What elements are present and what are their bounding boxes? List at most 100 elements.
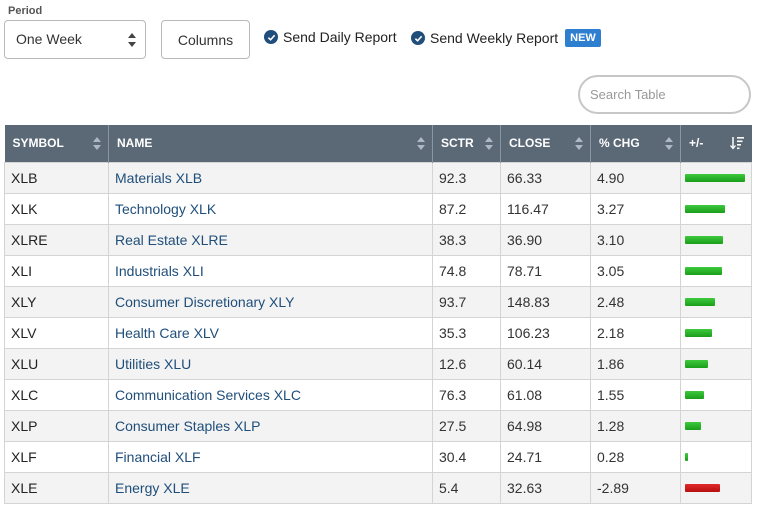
col-header-pct-chg[interactable]: % CHG: [590, 125, 681, 162]
symbol-cell: XLY: [4, 285, 109, 318]
sector-link[interactable]: Communication Services XLC: [115, 386, 301, 403]
change-bar-cell: [680, 192, 752, 225]
sector-link[interactable]: Consumer Discretionary XLY: [115, 293, 295, 310]
table-row[interactable]: XLC Communication Services XLC 76.3 61.08 1.…: [4, 378, 752, 411]
sctr-cell: 35.3: [432, 316, 501, 349]
columns-button[interactable]: Columns: [161, 20, 250, 59]
sort-arrows-icon: [93, 137, 101, 150]
pct-chg-cell: 2.18: [590, 316, 681, 349]
sector-link[interactable]: Real Estate XLRE: [115, 231, 228, 248]
sector-link[interactable]: Energy XLE: [115, 479, 190, 496]
table-row[interactable]: XLRE Real Estate XLRE 38.3 36.90 3.10: [4, 223, 752, 256]
table-row[interactable]: XLI Industrials XLI 74.8 78.71 3.05: [4, 254, 752, 287]
close-cell: 64.98: [500, 409, 591, 442]
sctr-cell: 30.4: [432, 440, 501, 473]
table-row[interactable]: XLU Utilities XLU 12.6 60.14 1.86: [4, 347, 752, 380]
send-daily-report-toggle[interactable]: Send Daily Report: [264, 29, 397, 45]
table-row[interactable]: XLF Financial XLF 30.4 24.71 0.28: [4, 440, 752, 473]
sector-link[interactable]: Financial XLF: [115, 448, 201, 465]
table-row[interactable]: XLP Consumer Staples XLP 27.5 64.98 1.28: [4, 409, 752, 442]
sort-descending-icon: [729, 137, 744, 150]
close-cell: 24.71: [500, 440, 591, 473]
new-badge: NEW: [565, 29, 601, 47]
name-cell: Energy XLE: [108, 471, 433, 504]
sector-link[interactable]: Materials XLB: [115, 169, 203, 186]
table-row[interactable]: XLV Health Care XLV 35.3 106.23 2.18: [4, 316, 752, 349]
change-bar-cell: [680, 254, 752, 287]
period-select[interactable]: One Week: [4, 20, 146, 59]
table-row[interactable]: XLE Energy XLE 5.4 32.63 -2.89: [4, 471, 752, 504]
positive-change-bar: [685, 297, 715, 306]
change-bar-cell: [680, 378, 752, 411]
table-row[interactable]: XLB Materials XLB 92.3 66.33 4.90: [4, 161, 752, 194]
controls-bar: Period One Week Columns Send Daily Repor…: [0, 0, 757, 120]
sector-link[interactable]: Consumer Staples XLP: [115, 417, 261, 434]
period-label: Period: [8, 5, 43, 17]
select-caret-icon: [128, 33, 136, 47]
sctr-cell: 87.2: [432, 192, 501, 225]
name-cell: Financial XLF: [108, 440, 433, 473]
change-bar-cell: [680, 316, 752, 349]
sctr-cell: 74.8: [432, 254, 501, 287]
positive-change-bar: [685, 266, 722, 275]
change-bar-cell: [680, 285, 752, 318]
period-value: One Week: [16, 31, 82, 47]
positive-change-bar: [685, 235, 723, 244]
pct-chg-cell: 4.90: [590, 161, 681, 194]
close-cell: 60.14: [500, 347, 591, 380]
symbol-cell: XLF: [4, 440, 109, 473]
send-daily-report-label: Send Daily Report: [283, 29, 397, 45]
symbol-cell: XLU: [4, 347, 109, 380]
table-header-row: SYMBOL NAME SCTR CLOSE % CHG +/-: [4, 125, 752, 162]
symbol-cell: XLC: [4, 378, 109, 411]
close-cell: 66.33: [500, 161, 591, 194]
symbol-cell: XLI: [4, 254, 109, 287]
col-header-plus-minus[interactable]: +/-: [680, 125, 752, 162]
symbol-cell: XLRE: [4, 223, 109, 256]
name-cell: Industrials XLI: [108, 254, 433, 287]
positive-change-bar: [685, 359, 708, 368]
search-table-input[interactable]: [578, 75, 751, 114]
name-cell: Communication Services XLC: [108, 378, 433, 411]
name-cell: Utilities XLU: [108, 347, 433, 380]
positive-change-bar: [685, 452, 688, 461]
pct-chg-cell: 0.28: [590, 440, 681, 473]
check-icon: [264, 30, 278, 44]
send-weekly-report-toggle[interactable]: Send Weekly Report NEW: [411, 29, 601, 47]
pct-chg-cell: 2.48: [590, 285, 681, 318]
sector-link[interactable]: Industrials XLI: [115, 262, 204, 279]
sector-link[interactable]: Technology XLK: [115, 200, 217, 217]
sctr-cell: 92.3: [432, 161, 501, 194]
symbol-cell: XLK: [4, 192, 109, 225]
sector-link[interactable]: Utilities XLU: [115, 355, 192, 372]
col-header-close[interactable]: CLOSE: [500, 125, 591, 162]
pct-chg-cell: 3.05: [590, 254, 681, 287]
col-header-symbol[interactable]: SYMBOL: [4, 125, 109, 162]
col-header-name[interactable]: NAME: [108, 125, 433, 162]
col-header-sctr[interactable]: SCTR: [432, 125, 501, 162]
positive-change-bar: [685, 390, 704, 399]
name-cell: Consumer Staples XLP: [108, 409, 433, 442]
table-row[interactable]: XLK Technology XLK 87.2 116.47 3.27: [4, 192, 752, 225]
close-cell: 148.83: [500, 285, 591, 318]
change-bar-cell: [680, 440, 752, 473]
sort-arrows-icon: [575, 137, 583, 150]
sctr-cell: 38.3: [432, 223, 501, 256]
symbol-cell: XLE: [4, 471, 109, 504]
sector-link[interactable]: Health Care XLV: [115, 324, 220, 341]
sctr-cell: 27.5: [432, 409, 501, 442]
positive-change-bar: [685, 173, 745, 182]
sctr-cell: 93.7: [432, 285, 501, 318]
symbol-cell: XLB: [4, 161, 109, 194]
change-bar-cell: [680, 409, 752, 442]
table-row[interactable]: XLY Consumer Discretionary XLY 93.7 148.83 2…: [4, 285, 752, 318]
check-icon: [411, 31, 425, 45]
name-cell: Consumer Discretionary XLY: [108, 285, 433, 318]
change-bar-cell: [680, 471, 752, 504]
pct-chg-cell: 3.27: [590, 192, 681, 225]
close-cell: 61.08: [500, 378, 591, 411]
sector-table: SYMBOL NAME SCTR CLOSE % CHG +/-: [4, 125, 752, 504]
close-cell: 32.63: [500, 471, 591, 504]
table-body: XLB Materials XLB 92.3 66.33 4.90 XLK Technolo…: [4, 161, 752, 504]
name-cell: Materials XLB: [108, 161, 433, 194]
